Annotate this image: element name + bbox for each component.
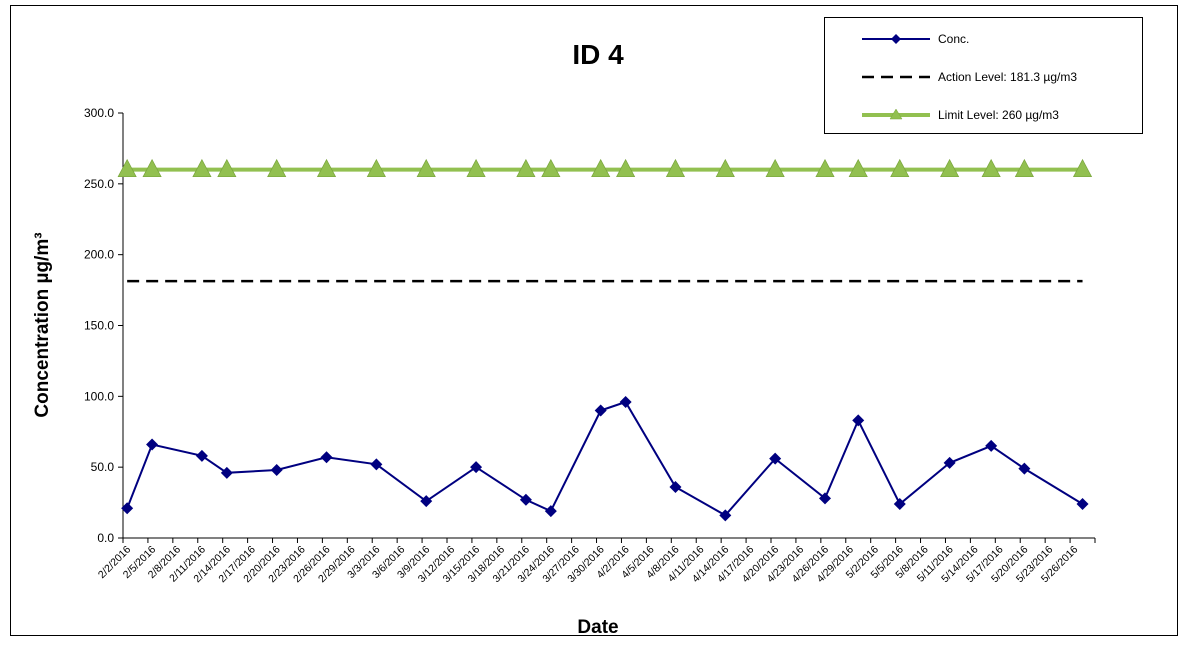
limit-level-marker [715,158,735,178]
y-tick-label: 100.0 [84,389,114,403]
limit-level-marker [466,158,486,178]
limit-level-marker [366,158,386,178]
legend-diamond-icon [891,34,901,44]
conc-data-point [1018,462,1031,475]
limit-level-marker [665,158,686,178]
conc-data-point [370,458,383,471]
conc-data-point [420,495,433,508]
conc-data-point [470,461,483,474]
conc-data-point [669,481,682,493]
conc-data-point [320,451,333,464]
y-axis-label: Concentration µg/m³ [32,232,53,417]
conc-data-point [819,492,831,505]
limit-level-marker [1072,158,1093,178]
y-tick-label: 50.0 [91,460,115,474]
conc-data-point [519,493,532,506]
legend-entry-limit-level: Limit Level: 260 µg/m3 [862,108,1059,122]
conc-data-point [893,498,906,510]
y-tick-label: 150.0 [84,319,114,333]
limit-level-marker [591,158,611,178]
legend-label-conc: Conc. [938,32,969,46]
limit-level-marker [217,158,237,178]
legend-entry-action-level: Action Level: 181.3 µg/m3 [862,70,1077,84]
conc-data-point [985,439,998,452]
y-tick-label: 250.0 [84,177,114,191]
conc-data-point [544,505,557,518]
legend-label-action-level: Action Level: 181.3 µg/m3 [938,70,1077,84]
limit-level-marker [192,158,212,178]
limit-level-marker [940,158,960,178]
x-axis-label: Date [577,617,618,638]
y-tick-label: 200.0 [84,248,114,262]
conc-data-point [852,414,865,427]
conc-data-point [719,509,732,522]
conc-data-point [195,449,208,462]
limit-level-marker [1014,158,1034,178]
limit-level-marker [117,158,137,178]
conc-data-point [220,466,233,479]
y-tick-label: 0.0 [97,531,114,545]
legend-label-limit-level: Limit Level: 260 µg/m3 [938,108,1059,122]
conc-data-point [1076,498,1089,510]
limit-level-marker [981,158,1001,178]
conc-data-point [146,438,159,451]
limit-level-marker [541,158,561,178]
y-tick-label: 300.0 [84,106,114,120]
conc-data-point [769,452,782,465]
limit-level-marker [815,158,835,178]
limit-level-marker [765,158,785,178]
conc-data-point [943,456,956,469]
limit-level-marker [416,158,436,178]
conc-data-point [270,464,283,476]
chart-title: ID 4 [572,39,624,70]
legend: Conc. Action Level: 181.3 µg/m3 Limit Le… [824,17,1143,134]
limit-level-marker [516,158,536,178]
conc-data-point [121,502,134,515]
conc-data-point [619,396,632,408]
legend-triangle-icon [889,108,903,120]
limit-level-marker [142,158,162,178]
limit-level-marker [616,158,636,178]
conc-data-point [594,404,607,417]
limit-level-marker [890,158,910,178]
limit-level-marker [848,158,868,178]
limit-level-marker [267,158,287,178]
legend-entry-conc: Conc. [862,32,969,46]
limit-level-marker [316,158,337,178]
